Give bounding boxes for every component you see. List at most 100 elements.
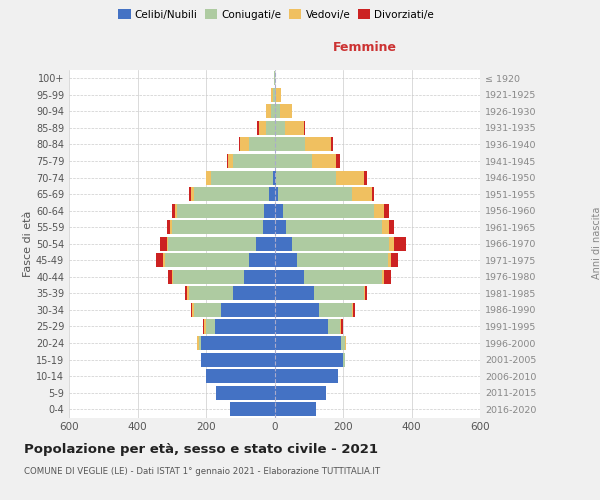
Bar	[292, 236, 389, 251]
Text: Femmine: Femmine	[333, 42, 397, 54]
Bar	[275, 254, 297, 268]
Bar	[271, 88, 273, 102]
Bar	[275, 220, 286, 234]
Bar	[382, 220, 389, 234]
Bar	[352, 187, 372, 201]
Bar	[169, 270, 172, 284]
Bar	[382, 270, 384, 284]
Bar	[173, 270, 244, 284]
Bar	[266, 121, 275, 135]
Bar	[257, 121, 259, 135]
Bar	[221, 303, 275, 317]
Bar	[364, 286, 365, 300]
Bar	[172, 220, 263, 234]
Bar	[266, 104, 271, 118]
Bar	[244, 270, 275, 284]
Bar	[275, 336, 341, 350]
Bar	[189, 187, 191, 201]
Bar	[240, 138, 249, 151]
Bar	[239, 138, 240, 151]
Bar	[275, 286, 314, 300]
Bar	[312, 154, 336, 168]
Bar	[249, 138, 275, 151]
Bar	[206, 320, 215, 334]
Bar	[275, 104, 280, 118]
Bar	[372, 187, 374, 201]
Bar	[215, 320, 275, 334]
Bar	[206, 170, 211, 184]
Bar	[275, 236, 292, 251]
Bar	[352, 303, 353, 317]
Bar	[389, 220, 394, 234]
Bar	[275, 402, 316, 416]
Bar	[275, 204, 283, 218]
Bar	[275, 187, 278, 201]
Bar	[374, 204, 384, 218]
Bar	[314, 286, 364, 300]
Bar	[275, 121, 285, 135]
Bar	[328, 320, 340, 334]
Bar	[276, 88, 281, 102]
Bar	[256, 236, 275, 251]
Bar	[177, 204, 264, 218]
Bar	[275, 154, 312, 168]
Bar	[227, 154, 228, 168]
Bar	[341, 320, 343, 334]
Bar	[203, 320, 204, 334]
Text: Popolazione per età, sesso e stato civile - 2021: Popolazione per età, sesso e stato civil…	[24, 442, 378, 456]
Bar	[384, 204, 389, 218]
Bar	[189, 286, 233, 300]
Bar	[194, 187, 269, 201]
Bar	[201, 352, 275, 366]
Bar	[275, 352, 343, 366]
Bar	[365, 286, 367, 300]
Bar	[275, 270, 304, 284]
Bar	[175, 204, 177, 218]
Bar	[278, 187, 352, 201]
Bar	[391, 254, 398, 268]
Bar	[264, 204, 275, 218]
Bar	[286, 220, 382, 234]
Bar	[169, 236, 256, 251]
Bar	[364, 170, 367, 184]
Bar	[285, 121, 304, 135]
Bar	[249, 254, 275, 268]
Bar	[336, 154, 340, 168]
Bar	[157, 254, 163, 268]
Bar	[389, 236, 394, 251]
Bar	[343, 352, 345, 366]
Bar	[394, 236, 406, 251]
Bar	[197, 336, 199, 350]
Bar	[211, 170, 273, 184]
Bar	[230, 402, 275, 416]
Text: COMUNE DI VEGLIE (LE) - Dati ISTAT 1° gennaio 2021 - Elaborazione TUTTITALIA.IT: COMUNE DI VEGLIE (LE) - Dati ISTAT 1° ge…	[24, 468, 380, 476]
Bar	[297, 254, 388, 268]
Bar	[280, 104, 292, 118]
Bar	[192, 303, 194, 317]
Bar	[275, 170, 276, 184]
Bar	[167, 220, 170, 234]
Bar	[336, 170, 364, 184]
Bar	[274, 71, 275, 86]
Bar	[275, 88, 276, 102]
Legend: Celibi/Nubili, Coniugati/e, Vedovi/e, Divorziati/e: Celibi/Nubili, Coniugati/e, Vedovi/e, Di…	[114, 5, 438, 24]
Bar	[191, 303, 193, 317]
Bar	[172, 270, 173, 284]
Bar	[304, 270, 382, 284]
Bar	[233, 154, 275, 168]
Bar	[345, 336, 346, 350]
Y-axis label: Fasce di età: Fasce di età	[23, 210, 33, 277]
Bar	[305, 138, 331, 151]
Bar	[201, 336, 275, 350]
Bar	[276, 170, 336, 184]
Bar	[273, 170, 275, 184]
Bar	[165, 254, 249, 268]
Bar	[185, 286, 187, 300]
Bar	[283, 204, 374, 218]
Bar	[319, 303, 352, 317]
Bar	[172, 204, 175, 218]
Bar	[341, 336, 345, 350]
Bar	[353, 303, 355, 317]
Bar	[206, 369, 275, 383]
Bar	[304, 121, 305, 135]
